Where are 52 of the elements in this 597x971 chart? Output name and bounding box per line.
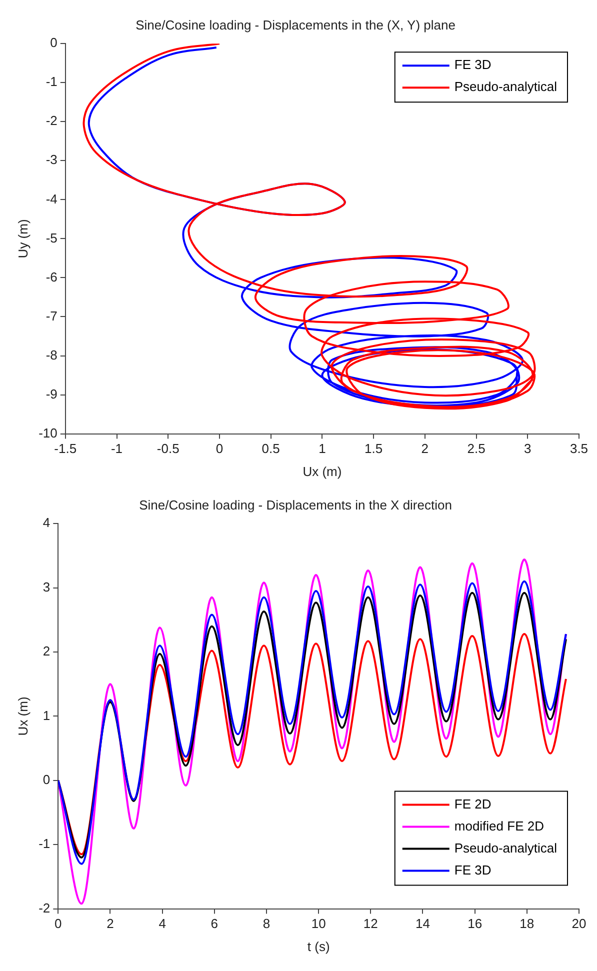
y-tick-label: -7 bbox=[46, 308, 58, 324]
x-tick-label: 14 bbox=[416, 916, 430, 932]
line-series bbox=[58, 633, 567, 856]
y-axis-title: Uy (m) bbox=[15, 219, 30, 258]
x-tick-label: 1 bbox=[318, 441, 326, 456]
x-axis-title: Ux (m) bbox=[302, 464, 342, 479]
y-tick-label: -2 bbox=[38, 900, 50, 916]
legend-label: FE 2D bbox=[454, 796, 492, 812]
legend-label: Pseudo-analytical bbox=[454, 79, 558, 94]
y-tick-label: -5 bbox=[46, 230, 58, 246]
y-tick-label: 0 bbox=[50, 35, 58, 50]
x-tick-label: 12 bbox=[363, 916, 378, 932]
x-tick-label: 2 bbox=[421, 441, 429, 456]
y-tick-label: -1 bbox=[38, 836, 50, 852]
y-tick-label: 1 bbox=[42, 708, 50, 723]
legend-label: FE 3D bbox=[454, 57, 492, 72]
x-tick-label: 2.5 bbox=[467, 441, 486, 456]
x-tick-label: 8 bbox=[262, 916, 270, 932]
y-tick-label: -1 bbox=[46, 74, 58, 90]
x-tick-label: -1 bbox=[110, 441, 123, 456]
y-tick-label: 0 bbox=[42, 772, 50, 787]
x-tick-label: 0.5 bbox=[262, 441, 280, 456]
x-tick-label: 2 bbox=[106, 916, 114, 932]
legend-label: FE 3D bbox=[454, 862, 492, 878]
x-tick-label: 18 bbox=[520, 916, 534, 932]
chart-title: Sine/Cosine loading - Displacements in the (X, Y) plane bbox=[136, 17, 456, 32]
legend-label: modified FE 2D bbox=[454, 818, 544, 834]
y-tick-label: -9 bbox=[46, 386, 58, 402]
y-tick-label: 3 bbox=[42, 579, 50, 594]
y-tick-label: -6 bbox=[46, 269, 58, 284]
y-tick-label: -2 bbox=[46, 113, 58, 128]
x-tick-label: 1.5 bbox=[364, 441, 383, 456]
y-tick-label: -10 bbox=[38, 425, 58, 440]
y-axis-title: Ux (m) bbox=[15, 696, 30, 736]
x-tick-label: 6 bbox=[210, 916, 218, 932]
legend-label: Pseudo-analytical bbox=[454, 840, 558, 856]
x-tick-label: 3 bbox=[524, 441, 532, 456]
y-tick-label: -3 bbox=[46, 152, 58, 168]
x-tick-label: -0.5 bbox=[156, 441, 180, 456]
chart-title: Sine/Cosine loading - Displacements in the X direction bbox=[139, 497, 452, 512]
y-tick-label: 4 bbox=[42, 515, 50, 530]
x-tick-label: 10 bbox=[311, 916, 326, 932]
x-tick-label: 4 bbox=[158, 916, 166, 932]
y-tick-label: 2 bbox=[42, 644, 50, 659]
x-tick-label: 3.5 bbox=[570, 441, 588, 456]
x-axis-title: t (s) bbox=[307, 938, 330, 954]
y-tick-label: -4 bbox=[46, 191, 58, 206]
x-tick-label: 16 bbox=[468, 916, 482, 932]
y-tick-label: -8 bbox=[46, 347, 58, 362]
x-tick-label: -1.5 bbox=[54, 441, 77, 456]
x-tick-label: 20 bbox=[572, 916, 586, 932]
x-tick-label: 0 bbox=[216, 441, 224, 456]
